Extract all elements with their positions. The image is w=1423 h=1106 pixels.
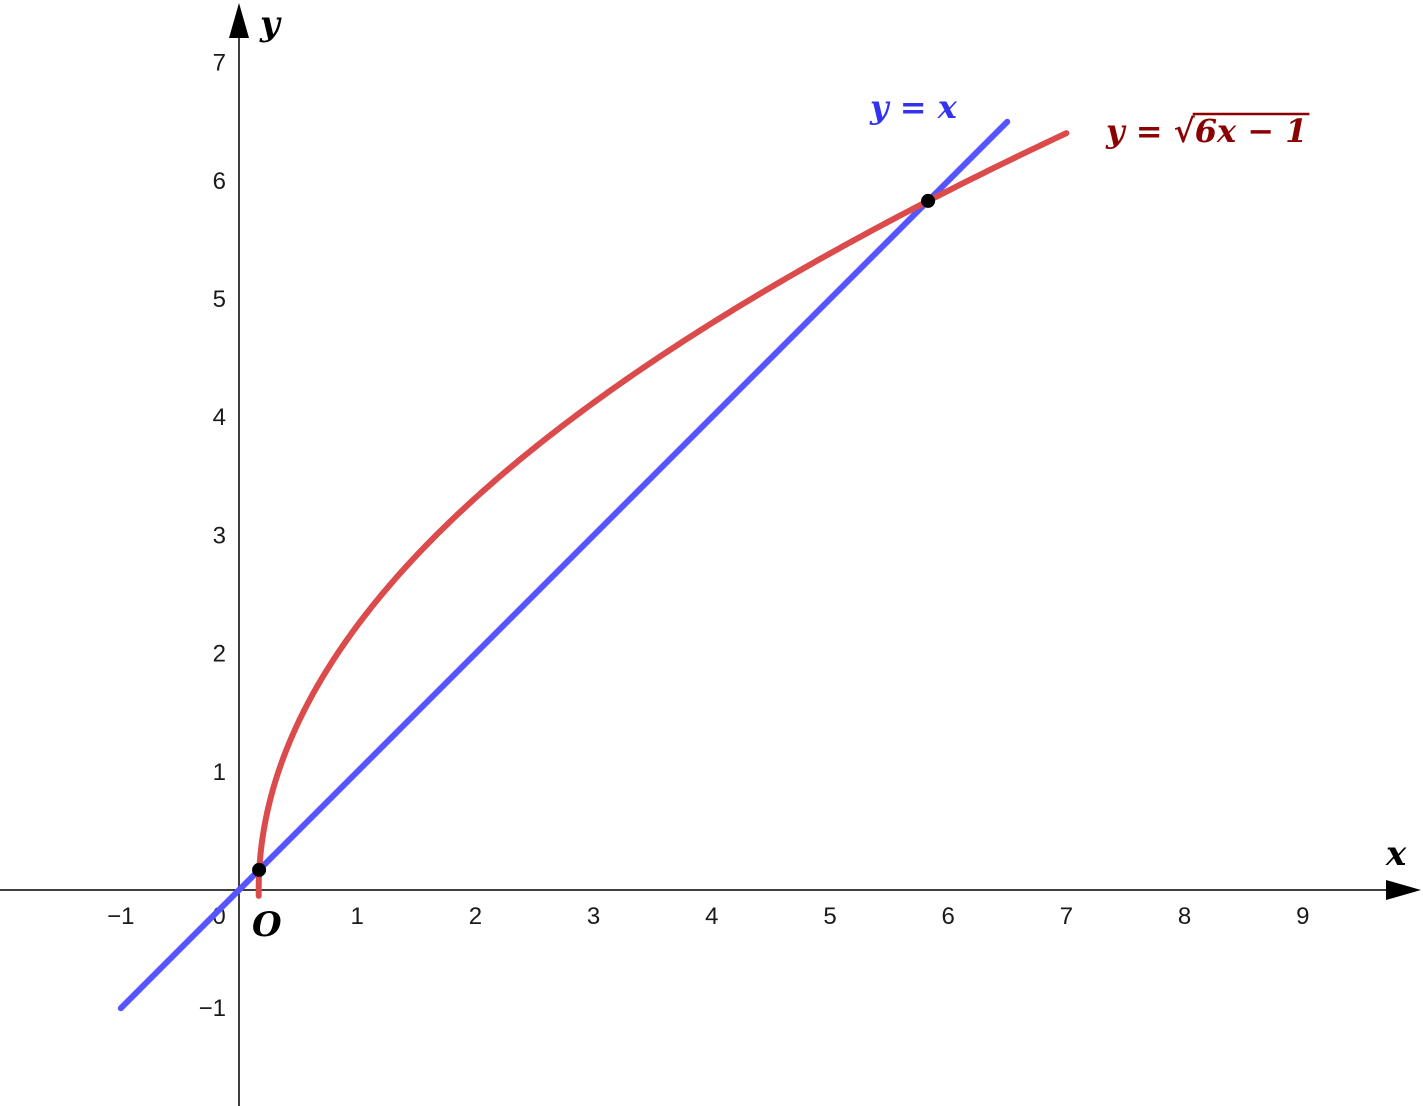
y-axis-label: y — [259, 4, 282, 44]
origin-label: O — [252, 905, 282, 945]
series-label-line-eq: = — [889, 88, 938, 126]
y-tick-label: −1 — [199, 995, 226, 1022]
x-tick-label: 5 — [823, 903, 836, 930]
series-label-sqrt-eq: = √ — [1125, 112, 1196, 150]
y-tick-labels: −1 1 2 3 4 5 6 7 — [199, 50, 226, 1023]
x-tick-label: 8 — [1178, 903, 1191, 930]
series-line — [255, 130, 1070, 899]
series-label-line: y = x — [869, 88, 958, 126]
x-axis-label: x — [1385, 834, 1407, 874]
x-tick-label: 1 — [351, 903, 364, 930]
series-line — [117, 118, 1011, 1012]
x-tick-label: 3 — [587, 903, 600, 930]
series-label-line-lhs: y — [869, 88, 891, 126]
intersection-points — [252, 193, 936, 877]
intersection-point — [252, 862, 267, 877]
y-tick-label: 6 — [213, 168, 226, 195]
x-tick-label: 2 — [469, 903, 482, 930]
series-label-sqrt-lhs: y — [1105, 112, 1127, 150]
y-tick-label: 3 — [213, 522, 226, 549]
y-tick-label: 2 — [213, 641, 226, 668]
series-label-sqrt-radicand: 6x − 1 — [1195, 112, 1308, 150]
series-label-sqrt: y = √6x − 1 — [1105, 112, 1307, 150]
x-tick-label: 6 — [942, 903, 955, 930]
x-tick-label: −1 — [107, 903, 134, 930]
x-axis-arrow-icon — [1386, 880, 1421, 900]
y-tick-label: 4 — [213, 404, 226, 431]
y-tick-label: 5 — [213, 286, 226, 313]
y-axis-arrow-icon — [229, 3, 249, 38]
x-tick-label: 9 — [1296, 903, 1309, 930]
x-tick-label: 4 — [705, 903, 718, 930]
y-tick-label: 1 — [213, 759, 226, 786]
plot-curves — [117, 118, 1070, 1012]
intersection-point — [921, 193, 936, 208]
series-label-line-rhs: x — [937, 88, 958, 126]
y-tick-label: 7 — [213, 50, 226, 77]
x-tick-labels: −1 1 2 3 4 5 6 7 8 9 — [107, 903, 1309, 930]
x-tick-label: 7 — [1060, 903, 1073, 930]
